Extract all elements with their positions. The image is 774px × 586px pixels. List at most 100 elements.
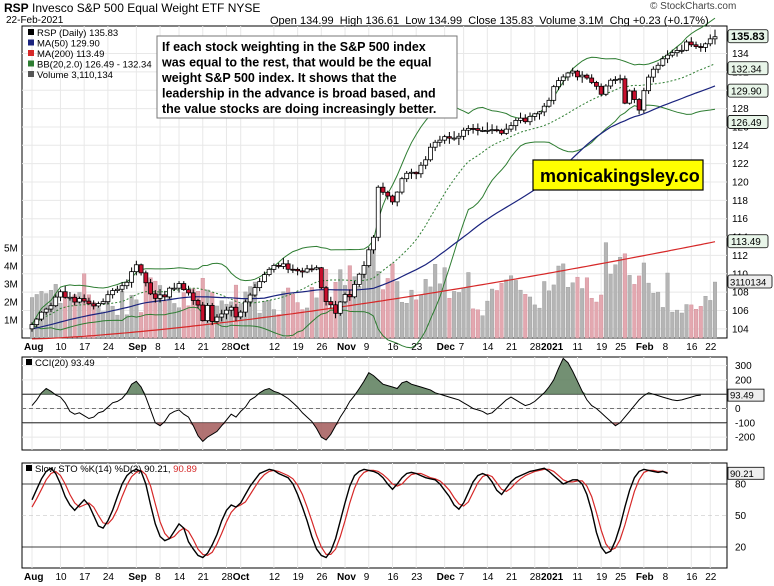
- candle-body: [570, 70, 576, 74]
- volume-bar: [290, 293, 295, 339]
- sto-x-tick-label: 19: [596, 572, 608, 583]
- volume-bar: [186, 305, 191, 339]
- volume-bar: [148, 277, 153, 339]
- sto-x-tick-label: 16: [686, 572, 698, 583]
- volume-bar: [181, 292, 186, 339]
- candle-body: [200, 304, 206, 322]
- candle-body: [62, 291, 68, 298]
- price-badge-label: 113.49: [731, 237, 761, 248]
- volume-bar: [380, 289, 385, 339]
- candle-body: [665, 54, 670, 60]
- volume-bar: [528, 296, 533, 339]
- volume-bar: [632, 284, 637, 339]
- candle-body: [480, 130, 485, 132]
- volume-bar: [101, 311, 106, 339]
- candle-body: [598, 85, 604, 95]
- volume-bar: [613, 264, 618, 339]
- sto-x-tick-label: 21: [506, 572, 518, 583]
- sto-x-tick-label: Aug: [24, 572, 43, 583]
- candle-body: [660, 58, 666, 66]
- volume-bar: [309, 287, 314, 339]
- candle-body: [119, 285, 125, 290]
- candle-body: [608, 79, 614, 87]
- close-value: 135.83: [499, 15, 534, 27]
- candle-body: [484, 129, 490, 132]
- sto-d-line: [31, 468, 668, 557]
- price-x-tick-label: 10: [55, 342, 67, 353]
- symbol: RSP: [4, 1, 29, 15]
- candle-body: [233, 306, 239, 318]
- volume-bar: [343, 285, 348, 339]
- candle-body: [247, 294, 253, 303]
- volume-bar: [96, 307, 101, 339]
- candle-body: [617, 78, 623, 81]
- candle-body: [589, 77, 595, 83]
- sto-tick-label: 80: [735, 480, 747, 491]
- price-x-tick-label: 17: [79, 342, 91, 353]
- volume-bar: [67, 299, 72, 339]
- candle-body: [318, 267, 324, 289]
- legend-entry: MA(50) 129.90: [37, 39, 100, 50]
- volume-bar: [267, 300, 272, 339]
- candle-body: [603, 85, 609, 95]
- volume-bar: [675, 309, 680, 339]
- volume-bar: [357, 286, 362, 339]
- candle-body: [271, 265, 277, 270]
- price-tick-label: 104: [732, 324, 749, 335]
- candle-body: [96, 303, 101, 307]
- cci-badge-label: 93.49: [730, 391, 754, 402]
- volume-bar: [542, 281, 547, 339]
- candle-body: [669, 52, 675, 56]
- candle-body: [465, 128, 471, 131]
- sto-x-tick-label: 8: [155, 572, 161, 583]
- price-x-tick-label: 23: [411, 342, 423, 353]
- volume-bar: [561, 263, 566, 339]
- candle-body: [29, 324, 35, 330]
- volume-tick-label: 2M: [4, 298, 18, 309]
- price-tick-label: 116: [732, 214, 748, 225]
- candle-body: [556, 80, 561, 88]
- volume-badge: [727, 274, 773, 289]
- cci-title-swatch: [26, 359, 32, 365]
- volume-bar: [433, 264, 438, 339]
- price-x-tick-label: 28: [530, 342, 542, 353]
- price-badge-label: 135.83: [731, 31, 765, 43]
- candle-body: [371, 236, 376, 251]
- low-value: 134.99: [428, 15, 463, 27]
- legend-swatch: [28, 29, 34, 35]
- candle-body: [413, 171, 419, 175]
- candle-body: [129, 271, 135, 283]
- candle-body: [342, 294, 348, 303]
- candle-body: [304, 268, 310, 273]
- volume-bar: [694, 309, 699, 339]
- volume-bar: [565, 287, 570, 339]
- volume-badge-label: 3110134: [730, 278, 766, 289]
- volume-bar: [229, 301, 234, 339]
- candle-body: [124, 281, 130, 287]
- volume-bar: [414, 299, 419, 339]
- candle-body: [53, 296, 59, 307]
- volume-bar: [447, 298, 452, 339]
- volume-bar: [286, 287, 291, 339]
- volume-bar: [523, 294, 528, 339]
- price-x-tick-label: 12: [269, 342, 281, 353]
- header-date: 22-Feb-2021: [6, 15, 64, 26]
- candle-body: [138, 264, 144, 274]
- candle-body: [432, 141, 438, 148]
- sto-x-tick-label: 8: [663, 572, 669, 583]
- volume-bar: [518, 289, 523, 339]
- price-badge: [727, 29, 769, 44]
- volume-bar: [627, 275, 632, 339]
- volume-tick-label: 1M: [4, 316, 18, 327]
- volume-bar: [224, 303, 229, 339]
- volume-bar: [452, 291, 457, 339]
- volume-bar: [665, 272, 670, 339]
- candle-body: [461, 129, 467, 137]
- candle-body: [243, 301, 248, 313]
- sto-x-tick-label: Sep: [128, 572, 146, 583]
- candle-body: [594, 82, 599, 87]
- volume-bar: [385, 278, 390, 339]
- candle-body: [703, 43, 708, 48]
- price-badge: [727, 83, 769, 98]
